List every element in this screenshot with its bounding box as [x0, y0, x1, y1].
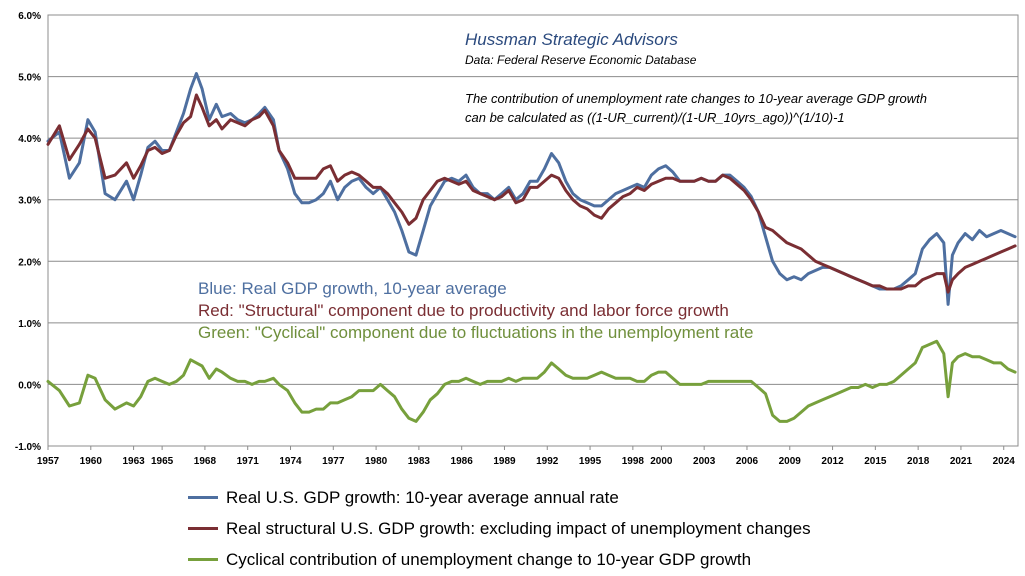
chart-subtitle: Data: Federal Reserve Economic Database [465, 53, 697, 67]
x-tick-label: 1986 [451, 456, 474, 467]
y-tick-label: 6.0% [18, 11, 41, 22]
x-tick-label: 1963 [122, 456, 145, 467]
x-tick-label: 1989 [493, 456, 516, 467]
x-tick-label: 2021 [950, 456, 973, 467]
x-tick-label: 2000 [650, 456, 673, 467]
x-tick-label: 1965 [151, 456, 174, 467]
y-tick-label: 0.0% [18, 380, 41, 391]
x-tick-label: 2018 [907, 456, 930, 467]
y-tick-label: 2.0% [18, 257, 41, 268]
series-lines [46, 72, 1017, 423]
plot-border [47, 14, 1019, 447]
x-tick-labels: 1957 1960 1963 1965 1968 1971 1974 1977 1980 1983… [37, 456, 1015, 467]
color-key-green: Green: "Cyclical" component due to fluct… [198, 323, 754, 342]
x-tick-label: 1992 [536, 456, 559, 467]
y-tick-label: -1.0% [15, 442, 41, 453]
color-key-red: Red: "Structural" component due to produ… [198, 301, 729, 320]
legend-swatch-red [188, 527, 218, 530]
x-tick-label: 1957 [37, 456, 60, 467]
x-tick-label: 1998 [622, 456, 645, 467]
y-tick-label: 4.0% [18, 134, 41, 145]
x-tick-label: 1974 [279, 456, 302, 467]
x-tick-label: 1995 [579, 456, 602, 467]
x-tick-label: 2015 [864, 456, 887, 467]
grid-lines [48, 14, 1018, 447]
x-tick-label: 1960 [80, 456, 103, 467]
chart-title: Hussman Strategic Advisors [465, 30, 678, 49]
x-tick-label: 2024 [993, 456, 1016, 467]
legend-label: Real structural U.S. GDP growth: excludi… [226, 518, 811, 538]
y-tick-labels: -1.0% 0.0% 1.0% 2.0% 3.0% 4.0% 5.0% 6.0% [15, 11, 41, 453]
legend-label: Cyclical contribution of unemployment ch… [226, 549, 752, 569]
x-tick-label: 1968 [194, 456, 217, 467]
x-tick-label: 2006 [736, 456, 759, 467]
legend-label: Real U.S. GDP growth: 10-year average an… [226, 487, 619, 507]
x-tick-label: 1980 [365, 456, 388, 467]
y-tick-label: 3.0% [18, 196, 41, 207]
formula-annotation-line-2: can be calculated as ((1-UR_current)/(1-… [465, 110, 845, 125]
legend-swatch-green [188, 558, 218, 561]
legend: Real U.S. GDP growth: 10-year average an… [188, 482, 811, 575]
legend-item-structural-growth: Real structural U.S. GDP growth: excludi… [188, 513, 811, 544]
x-tick-label: 2012 [821, 456, 844, 467]
formula-annotation-line-1: The contribution of unemployment rate ch… [465, 91, 927, 106]
x-tick-label: 1971 [237, 456, 260, 467]
x-tick-label: 1983 [408, 456, 431, 467]
color-key-blue: Blue: Real GDP growth, 10-year average [198, 279, 507, 298]
x-tick-label: 2009 [779, 456, 802, 467]
series-line-structural-growth [46, 93, 1017, 294]
series-line-cyclical-contribution [46, 339, 1017, 423]
y-tick-label: 5.0% [18, 73, 41, 84]
legend-item-cyclical-contribution: Cyclical contribution of unemployment ch… [188, 544, 811, 575]
x-tick-label: 1977 [322, 456, 345, 467]
legend-swatch-blue [188, 496, 218, 499]
legend-item-gdp-growth: Real U.S. GDP growth: 10-year average an… [188, 482, 811, 513]
x-tick-label: 2003 [693, 456, 716, 467]
y-tick-label: 1.0% [18, 319, 41, 330]
axis-frame [47, 14, 1019, 450]
